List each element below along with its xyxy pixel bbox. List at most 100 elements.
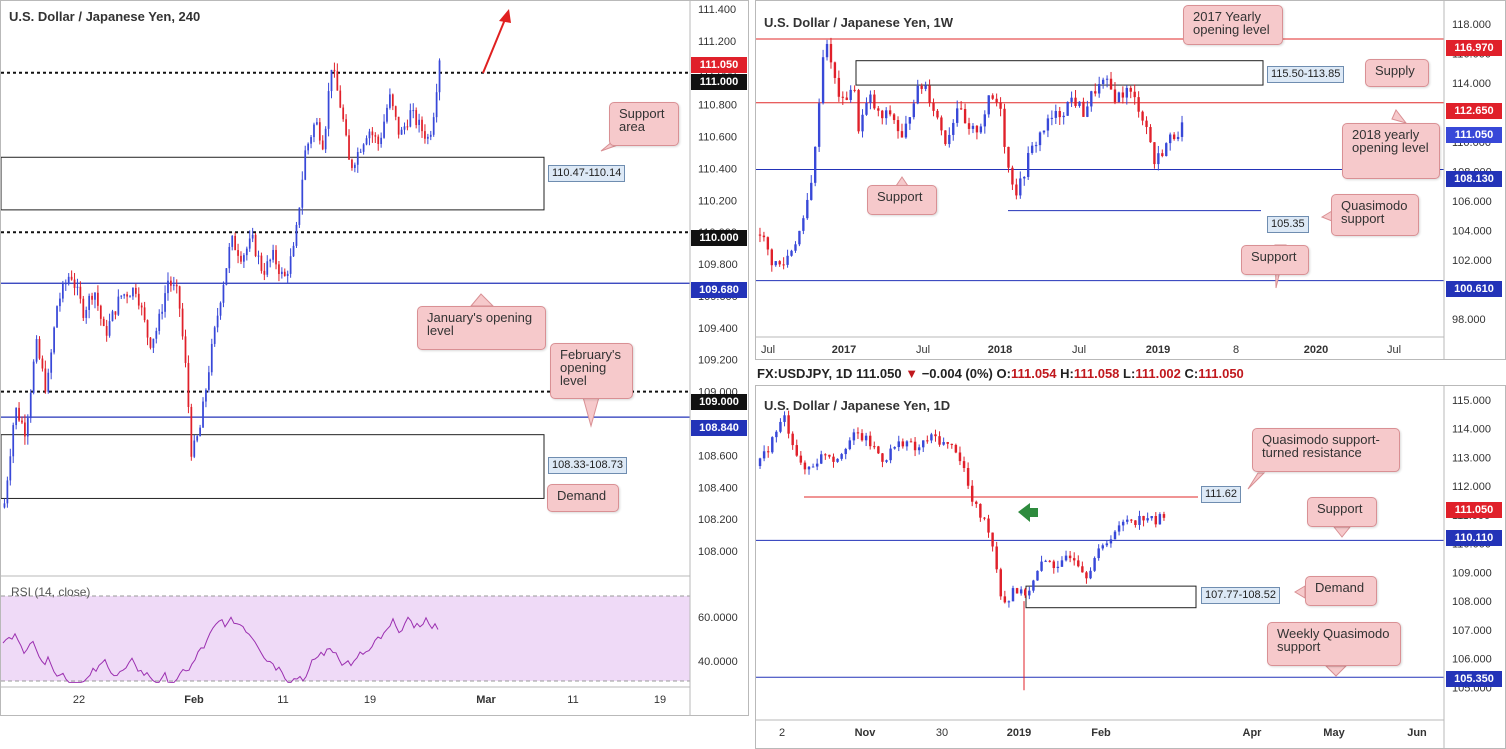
h4-chart-panel[interactable]: 60.0000 40.0000 111.400 111.200 111.000 110.8… xyxy=(0,0,749,716)
low-value: 111.002 xyxy=(1135,366,1181,381)
candle-body xyxy=(1105,543,1109,546)
candle-body xyxy=(310,137,312,144)
candle-body xyxy=(327,91,330,129)
candle-body xyxy=(1070,97,1073,102)
candle-body xyxy=(38,338,41,359)
candle-body xyxy=(892,114,896,121)
zone-box xyxy=(1,156,545,211)
candle-body xyxy=(904,123,908,138)
close-value: 111.050 xyxy=(1198,366,1244,381)
daily-chart-panel[interactable]: 115.000114.000113.000112.000111.000110.0… xyxy=(755,385,1506,749)
candle-body xyxy=(418,119,420,126)
candle-body xyxy=(1003,596,1007,603)
candle-body xyxy=(758,458,762,467)
candle-body xyxy=(845,97,848,100)
candle-body xyxy=(836,458,839,462)
candle-body xyxy=(1019,589,1023,594)
candle-body xyxy=(70,276,73,280)
candle-body xyxy=(1137,97,1140,112)
y-tick-label: 115.000 xyxy=(1452,395,1491,407)
candle-body xyxy=(298,207,301,225)
candle-body xyxy=(225,268,228,285)
x-tick-label: Mar xyxy=(476,694,496,706)
x-tick-label: Jul xyxy=(1072,344,1086,356)
candle-body xyxy=(885,110,888,119)
x-tick-label: Nov xyxy=(855,727,877,739)
candle-body xyxy=(783,415,786,422)
candle-body xyxy=(406,126,409,128)
candle-body xyxy=(1154,516,1158,525)
candle-body xyxy=(849,89,852,100)
candle-body xyxy=(41,358,44,369)
candle-body xyxy=(1011,588,1015,602)
candle-body xyxy=(885,460,888,462)
candle-body xyxy=(1082,101,1085,117)
callout-support-weekly-2: Support xyxy=(1241,245,1309,275)
candle-body xyxy=(1142,515,1145,521)
candle-body xyxy=(193,440,196,457)
candle-body xyxy=(333,69,336,72)
candle-body xyxy=(1068,555,1072,559)
candle-body xyxy=(954,444,958,453)
y-tick-label: 106.000 xyxy=(1452,196,1492,208)
y-tick-label: 110.800 xyxy=(698,100,737,112)
candle-body xyxy=(254,234,257,256)
callout-demand-daily: Demand xyxy=(1305,576,1377,606)
candle-body xyxy=(301,179,304,208)
candle-body xyxy=(1101,545,1104,549)
candle-body xyxy=(1086,106,1089,117)
candle-body xyxy=(1117,525,1121,532)
high-label: H: xyxy=(1060,366,1074,381)
weekly-chart-panel[interactable]: 118.000116.000114.000112.000110.000108.0… xyxy=(755,0,1506,360)
candle-body xyxy=(1089,570,1092,579)
h4-chart-svg[interactable]: 60.0000 40.0000 111.400 111.200 111.000 110.8… xyxy=(1,1,749,716)
candle-body xyxy=(1007,601,1011,603)
candle-body xyxy=(266,261,269,275)
zone-label-qm: 105.35 xyxy=(1267,216,1309,233)
candle-body xyxy=(889,448,892,461)
candle-body xyxy=(35,338,38,362)
x-tick-label: 2020 xyxy=(1304,344,1328,356)
candle-body xyxy=(979,126,983,133)
candle-body xyxy=(795,445,798,456)
candle-body xyxy=(897,441,900,448)
candle-body xyxy=(243,255,245,262)
candle-body xyxy=(126,294,128,297)
candle-body xyxy=(983,517,986,519)
candle-body xyxy=(342,107,345,120)
candle-body xyxy=(950,443,954,445)
candle-body xyxy=(111,311,114,322)
candle-body xyxy=(1125,87,1128,98)
candle-body xyxy=(1117,92,1121,103)
candle-body xyxy=(146,320,149,338)
candle-body xyxy=(324,128,327,150)
candle-body xyxy=(53,327,55,353)
candle-body xyxy=(184,336,187,363)
x-tick-label: 8 xyxy=(1233,344,1239,356)
candle-body xyxy=(1180,122,1184,137)
candle-body xyxy=(1172,134,1176,140)
candle-body xyxy=(1036,570,1039,581)
candle-body xyxy=(313,124,315,138)
callout-pointer xyxy=(1332,526,1352,538)
candle-body xyxy=(359,151,362,153)
candle-body xyxy=(991,532,994,547)
candle-body xyxy=(374,135,377,137)
candle-body xyxy=(1126,519,1129,522)
candle-body xyxy=(1011,167,1014,185)
candle-body xyxy=(959,108,963,110)
candle-body xyxy=(1023,176,1026,179)
daily-chart-svg[interactable]: 115.000114.000113.000112.000111.000110.0… xyxy=(756,386,1506,749)
candle-body xyxy=(435,92,438,118)
candle-body xyxy=(1019,178,1022,196)
candle-body xyxy=(917,447,921,451)
x-tick-label: 2019 xyxy=(1007,727,1031,739)
candle-body xyxy=(905,441,909,447)
candle-body xyxy=(21,420,23,423)
weekly-chart-svg[interactable]: 118.000116.000114.000112.000110.000108.0… xyxy=(756,1,1506,360)
candle-body xyxy=(336,71,339,91)
price-tag-weekly-current: 111.050 xyxy=(1446,127,1502,143)
zone-label-demand-daily: 107.77-108.52 xyxy=(1201,587,1280,604)
callout-support-weekly: Support xyxy=(867,185,937,215)
candle-body xyxy=(987,95,990,115)
